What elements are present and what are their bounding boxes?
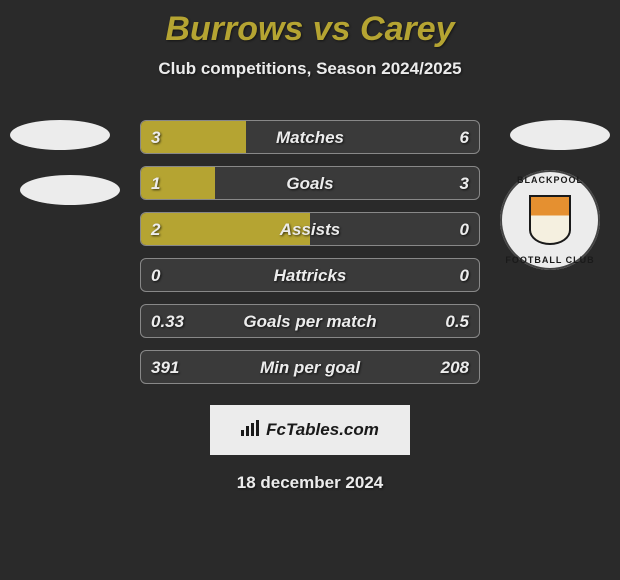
stat-row: 0 Hattricks 0 bbox=[140, 258, 480, 292]
stat-right-value: 0 bbox=[460, 213, 469, 246]
club-left-placeholder bbox=[20, 175, 120, 205]
stat-label: Goals per match bbox=[141, 305, 479, 338]
stat-right-value: 6 bbox=[460, 121, 469, 154]
stat-row: 391 Min per goal 208 bbox=[140, 350, 480, 384]
chart-icon bbox=[241, 420, 261, 441]
player-left-placeholder bbox=[10, 120, 110, 150]
comparison-subtitle: Club competitions, Season 2024/2025 bbox=[0, 59, 620, 79]
badge-text-bottom: FOOTBALL CLUB bbox=[505, 255, 594, 265]
stat-label: Matches bbox=[141, 121, 479, 154]
stat-label: Hattricks bbox=[141, 259, 479, 292]
stat-label: Goals bbox=[141, 167, 479, 200]
stat-right-value: 208 bbox=[441, 351, 469, 384]
player-right-placeholder bbox=[510, 120, 610, 150]
stat-row: 3 Matches 6 bbox=[140, 120, 480, 154]
stats-bars: 3 Matches 6 1 Goals 3 2 Assists 0 0 Hatt… bbox=[140, 120, 480, 396]
stat-right-value: 3 bbox=[460, 167, 469, 200]
watermark-box: FcTables.com bbox=[210, 405, 410, 455]
badge-text-top: BLACKPOOL bbox=[517, 175, 583, 185]
stat-right-value: 0 bbox=[460, 259, 469, 292]
badge-shield-icon bbox=[529, 195, 571, 245]
stat-label: Assists bbox=[141, 213, 479, 246]
stat-row: 2 Assists 0 bbox=[140, 212, 480, 246]
stat-row: 1 Goals 3 bbox=[140, 166, 480, 200]
comparison-title: Burrows vs Carey bbox=[0, 0, 620, 49]
stat-right-value: 0.5 bbox=[445, 305, 469, 338]
date-text: 18 december 2024 bbox=[0, 473, 620, 493]
stat-label: Min per goal bbox=[141, 351, 479, 384]
stat-row: 0.33 Goals per match 0.5 bbox=[140, 304, 480, 338]
watermark-text: FcTables.com bbox=[266, 420, 379, 440]
club-right-badge: BLACKPOOL FOOTBALL CLUB bbox=[500, 170, 600, 270]
